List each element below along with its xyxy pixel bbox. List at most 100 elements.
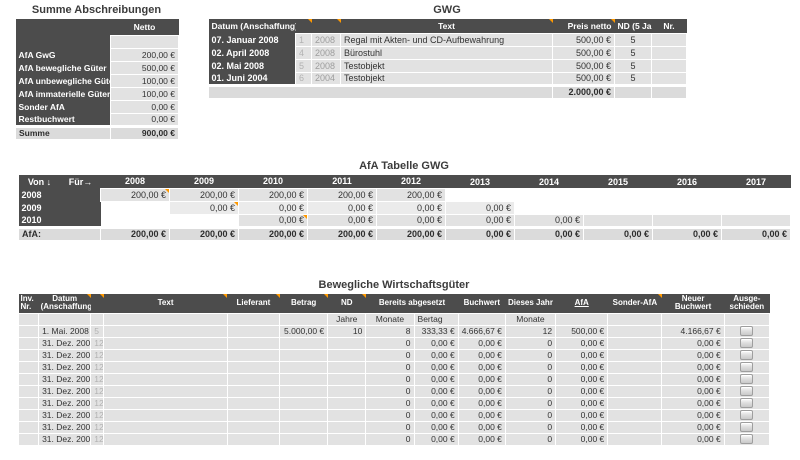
bw-row-buchwert[interactable]: 0,00 € bbox=[457, 360, 506, 374]
gwg-row-jahr[interactable]: 2008 bbox=[311, 45, 341, 60]
bw-row-buchwert[interactable]: 0,00 € bbox=[457, 396, 506, 410]
bw-row-bertag[interactable]: 0,00 € bbox=[413, 396, 459, 410]
bw-row-monate[interactable]: 0 bbox=[365, 360, 415, 374]
bw-row-datum[interactable]: 1. Mai. 2008 bbox=[38, 324, 92, 338]
summe-row-value[interactable]: 500,00 € bbox=[110, 60, 179, 75]
bw-row-inv[interactable] bbox=[17, 396, 40, 410]
bw-row-inv[interactable] bbox=[17, 324, 40, 338]
bw-row-monat[interactable]: 12 bbox=[90, 432, 105, 446]
bw-row-neuer[interactable]: 0,00 € bbox=[661, 360, 725, 374]
bw-row-buchwert[interactable]: 0,00 € bbox=[457, 348, 506, 362]
bw-row-nd[interactable] bbox=[327, 384, 367, 398]
bw-row-text[interactable] bbox=[103, 360, 228, 374]
ausgeschieden-button[interactable] bbox=[740, 374, 754, 384]
bw-row-betrag[interactable] bbox=[279, 384, 329, 398]
bw-row-lieferant[interactable] bbox=[226, 384, 281, 398]
bw-row-inv[interactable] bbox=[17, 336, 40, 350]
bw-row-neuer[interactable]: 0,00 € bbox=[661, 372, 725, 386]
bw-row-afa[interactable]: 0,00 € bbox=[555, 360, 609, 374]
bw-row-bertag[interactable]: 0,00 € bbox=[413, 360, 459, 374]
bw-row-betrag[interactable]: 5.000,00 € bbox=[279, 324, 329, 338]
gwg-row-text[interactable]: Testobjekt bbox=[340, 71, 553, 86]
bw-row-monat[interactable]: 12 bbox=[90, 420, 105, 434]
bw-row-sonder[interactable] bbox=[607, 372, 663, 386]
summe-row-value[interactable]: 200,00 € bbox=[110, 47, 179, 62]
bw-row-text[interactable] bbox=[103, 336, 228, 350]
afa-value-cell[interactable]: 0,00 € bbox=[307, 213, 377, 228]
bw-row-lieferant[interactable] bbox=[226, 348, 281, 362]
bw-row-neuer[interactable]: 0,00 € bbox=[661, 336, 725, 350]
gwg-row-jahr[interactable]: 2008 bbox=[311, 58, 341, 73]
bw-row-lieferant[interactable] bbox=[226, 420, 281, 434]
bw-row-afa[interactable]: 0,00 € bbox=[555, 408, 609, 422]
bw-row-inv[interactable] bbox=[17, 384, 40, 398]
bw-row-afa[interactable]: 0,00 € bbox=[555, 336, 609, 350]
bw-row-monate[interactable]: 0 bbox=[365, 432, 415, 446]
afa-value-cell[interactable]: 200,00 € bbox=[307, 187, 377, 202]
gwg-row-monat[interactable]: 5 bbox=[295, 58, 312, 73]
bw-row-dieses[interactable]: 0 bbox=[504, 408, 557, 422]
bw-row-lieferant[interactable] bbox=[226, 432, 281, 446]
gwg-row-nd[interactable]: 5 bbox=[614, 45, 652, 60]
bw-row-text[interactable] bbox=[103, 348, 228, 362]
bw-row-datum[interactable]: 31. Dez. 2008 bbox=[38, 336, 92, 350]
bw-row-monat[interactable]: 12 bbox=[90, 372, 105, 386]
ausgeschieden-button[interactable] bbox=[740, 434, 754, 444]
gwg-row-nr[interactable] bbox=[651, 58, 687, 73]
bw-row-inv[interactable] bbox=[17, 372, 40, 386]
bw-row-buchwert[interactable]: 0,00 € bbox=[457, 432, 506, 446]
bw-row-sonder[interactable] bbox=[607, 384, 663, 398]
bw-row-datum[interactable]: 31. Dez. 2008 bbox=[38, 420, 92, 434]
bw-row-inv[interactable] bbox=[17, 420, 40, 434]
bw-row-text[interactable] bbox=[103, 432, 228, 446]
gwg-row-text[interactable]: Testobjekt bbox=[340, 58, 553, 73]
afa-value-cell[interactable]: 0,00 € bbox=[376, 213, 446, 228]
bw-row-text[interactable] bbox=[103, 384, 228, 398]
ausgeschieden-button[interactable] bbox=[740, 398, 754, 408]
bw-row-monat[interactable]: 5 bbox=[90, 324, 105, 338]
bw-row-nd[interactable] bbox=[327, 432, 367, 446]
bw-row-neuer[interactable]: 0,00 € bbox=[661, 384, 725, 398]
bw-row-afa[interactable]: 500,00 € bbox=[555, 324, 609, 338]
bw-row-sonder[interactable] bbox=[607, 360, 663, 374]
ausgeschieden-button[interactable] bbox=[740, 326, 754, 336]
bw-row-inv[interactable] bbox=[17, 432, 40, 446]
bw-row-betrag[interactable] bbox=[279, 396, 329, 410]
bw-row-monate[interactable]: 0 bbox=[365, 420, 415, 434]
bw-row-sonder[interactable] bbox=[607, 324, 663, 338]
bw-row-monate[interactable]: 0 bbox=[365, 384, 415, 398]
bw-row-dieses[interactable]: 0 bbox=[504, 384, 557, 398]
summe-row-value[interactable]: 100,00 € bbox=[110, 73, 179, 88]
summe-row-value[interactable]: 100,00 € bbox=[110, 86, 179, 101]
bw-row-dieses[interactable]: 0 bbox=[504, 372, 557, 386]
afa-value-cell[interactable]: 0,00 € bbox=[238, 200, 308, 215]
bw-row-neuer[interactable]: 0,00 € bbox=[661, 420, 725, 434]
ausgeschieden-button[interactable] bbox=[740, 350, 754, 360]
bw-row-datum[interactable]: 31. Dez. 2008 bbox=[38, 348, 92, 362]
bw-row-inv[interactable] bbox=[17, 360, 40, 374]
bw-row-buchwert[interactable]: 0,00 € bbox=[457, 408, 506, 422]
bw-row-afa[interactable]: 0,00 € bbox=[555, 420, 609, 434]
bw-row-bertag[interactable]: 0,00 € bbox=[413, 432, 459, 446]
bw-row-monate[interactable]: 0 bbox=[365, 372, 415, 386]
afa-value-cell[interactable]: 0,00 € bbox=[238, 213, 308, 228]
bw-row-dieses[interactable]: 0 bbox=[504, 420, 557, 434]
gwg-row-nr[interactable] bbox=[651, 32, 687, 47]
afa-empty-shaded-cell[interactable] bbox=[721, 213, 791, 228]
bw-row-nd[interactable] bbox=[327, 348, 367, 362]
bw-row-lieferant[interactable] bbox=[226, 336, 281, 350]
bw-row-lieferant[interactable] bbox=[226, 360, 281, 374]
bw-row-sonder[interactable] bbox=[607, 432, 663, 446]
afa-value-cell[interactable]: 0,00 € bbox=[445, 200, 515, 215]
bw-row-datum[interactable]: 31. Dez. 2008 bbox=[38, 372, 92, 386]
bw-row-monat[interactable]: 12 bbox=[90, 360, 105, 374]
bw-row-monate[interactable]: 8 bbox=[365, 324, 415, 338]
bw-row-betrag[interactable] bbox=[279, 348, 329, 362]
bw-row-text[interactable] bbox=[103, 420, 228, 434]
bw-row-sonder[interactable] bbox=[607, 420, 663, 434]
bw-row-inv[interactable] bbox=[17, 348, 40, 362]
bw-row-buchwert[interactable]: 0,00 € bbox=[457, 372, 506, 386]
gwg-row-preis[interactable]: 500,00 € bbox=[552, 58, 615, 73]
bw-row-bertag[interactable]: 0,00 € bbox=[413, 408, 459, 422]
bw-row-nd[interactable]: 10 bbox=[327, 324, 367, 338]
